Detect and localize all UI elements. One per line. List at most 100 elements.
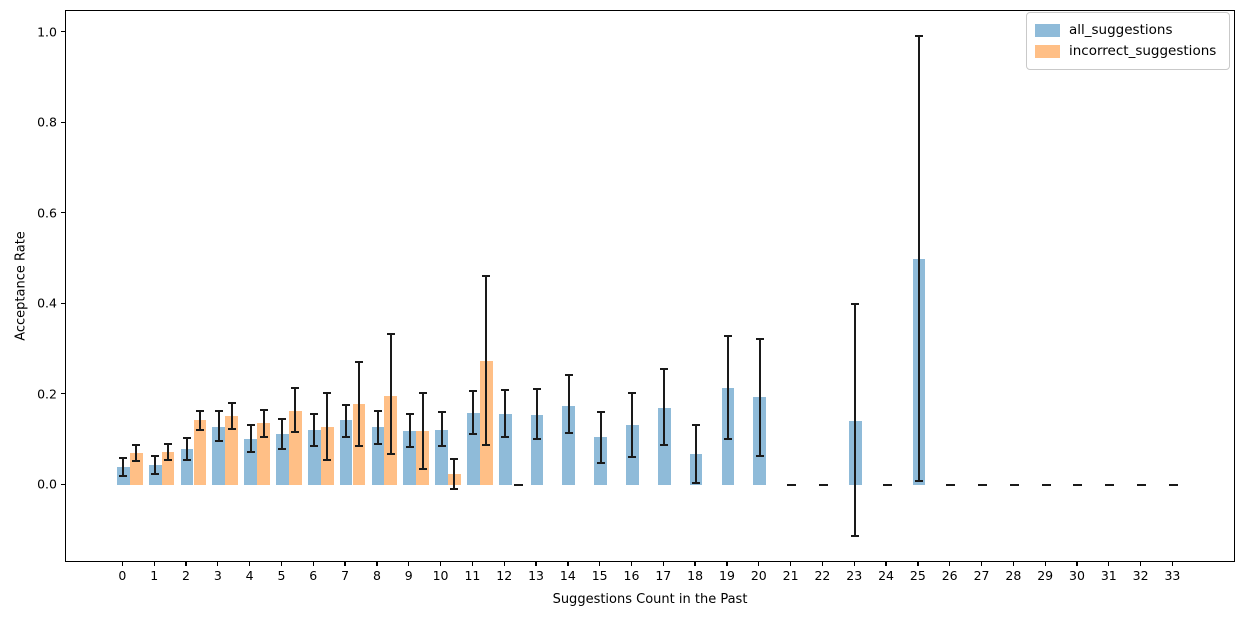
- x-tick-1: [153, 562, 155, 566]
- errorbar-cap-bottom-incorrect_suggestions-1: [164, 459, 173, 462]
- zero-dash-all_suggestions-22: [818, 483, 828, 487]
- errorbar-all_suggestions-17: [663, 369, 666, 446]
- errorbar-cap-bottom-all_suggestions-4: [246, 451, 255, 454]
- errorbar-cap-bottom-incorrect_suggestions-3: [227, 427, 236, 430]
- bar-all_suggestions-17: [657, 407, 671, 486]
- x-tick-14: [567, 562, 569, 566]
- x-tick-label-5: 5: [277, 568, 286, 583]
- x-tick-label-17: 17: [655, 568, 672, 583]
- y-tick-label-1: 0.2: [37, 386, 57, 402]
- bar-all_suggestions-9: [403, 431, 417, 486]
- errorbar-cap-bottom-all_suggestions-13: [533, 437, 542, 440]
- bar-incorrect_suggestions-4: [257, 422, 270, 486]
- x-tick-13: [535, 562, 537, 566]
- bar-all_suggestions-6: [307, 429, 321, 486]
- zero-dash-all_suggestions-30: [1073, 483, 1083, 487]
- x-tick-label-33: 33: [1164, 568, 1181, 583]
- errorbar-incorrect_suggestions-7: [358, 362, 360, 447]
- legend-item-incorrect-suggestions: incorrect_suggestions: [1035, 41, 1219, 62]
- x-tick-label-30: 30: [1069, 568, 1085, 583]
- errorbar-all_suggestions-15: [599, 412, 602, 463]
- y-tick-label-0: 0.0: [37, 476, 57, 492]
- errorbar-cap-top-all_suggestions-6: [310, 412, 319, 415]
- errorbar-incorrect_suggestions-0: [135, 445, 138, 462]
- errorbar-cap-top-incorrect_suggestions-5: [291, 387, 300, 390]
- zero-dash-all_suggestions-33: [1168, 483, 1178, 487]
- y-tick-label-3: 0.6: [37, 205, 57, 221]
- x-tick-label-8: 8: [372, 568, 381, 583]
- x-tick-label-16: 16: [623, 568, 640, 583]
- bar-all_suggestions-13: [530, 414, 544, 486]
- errorbar-cap-bottom-all_suggestions-6: [310, 445, 319, 448]
- x-tick-label-1: 1: [150, 568, 159, 583]
- errorbar-all_suggestions-8: [376, 410, 379, 445]
- errorbar-cap-top-all_suggestions-4: [246, 424, 255, 427]
- zero-dash-all_suggestions-24: [882, 483, 892, 487]
- bar-all_suggestions-14: [562, 405, 576, 486]
- errorbar-cap-top-all_suggestions-1: [151, 455, 160, 458]
- y-tick-3: [61, 212, 65, 214]
- x-tick-label-11: 11: [464, 568, 481, 583]
- errorbar-cap-bottom-incorrect_suggestions-10: [450, 487, 459, 490]
- errorbar-cap-bottom-all_suggestions-11: [469, 433, 478, 436]
- x-tick-label-15: 15: [591, 568, 608, 583]
- errorbar-cap-bottom-incorrect_suggestions-5: [291, 431, 300, 434]
- errorbar-cap-top-all_suggestions-13: [533, 388, 542, 391]
- errorbar-incorrect_suggestions-1: [167, 444, 170, 461]
- x-tick-label-24: 24: [878, 568, 894, 583]
- errorbar-incorrect_suggestions-11: [485, 276, 488, 446]
- errorbar-incorrect_suggestions-5: [294, 388, 297, 433]
- x-tick-11: [471, 562, 474, 566]
- errorbar-cap-top-all_suggestions-15: [596, 411, 605, 414]
- errorbar-cap-bottom-incorrect_suggestions-4: [259, 436, 268, 439]
- x-tick-26: [949, 562, 951, 566]
- errorbar-cap-top-all_suggestions-11: [469, 390, 478, 393]
- errorbar-all_suggestions-1: [154, 456, 157, 475]
- errorbar-cap-top-incorrect_suggestions-3: [227, 401, 236, 404]
- x-tick-2: [185, 562, 187, 566]
- errorbar-cap-top-all_suggestions-23: [851, 302, 860, 305]
- legend-label-incorrect-suggestions: incorrect_suggestions: [1069, 43, 1217, 59]
- x-tick-label-9: 9: [404, 568, 413, 583]
- zero-dash-all_suggestions-21: [787, 483, 797, 487]
- x-tick-8: [376, 562, 378, 566]
- x-tick-label-0: 0: [118, 568, 127, 583]
- legend: all_suggestions incorrect_suggestions: [1026, 12, 1230, 70]
- bar-all_suggestions-4: [244, 439, 257, 486]
- errorbar-incorrect_suggestions-9: [421, 392, 424, 470]
- x-tick-5: [280, 562, 283, 566]
- x-tick-15: [599, 562, 601, 566]
- errorbar-cap-bottom-all_suggestions-18: [692, 481, 701, 484]
- x-tick-27: [980, 562, 983, 566]
- errorbar-all_suggestions-18: [695, 424, 698, 483]
- errorbar-cap-bottom-all_suggestions-14: [564, 431, 573, 434]
- x-tick-label-31: 31: [1100, 568, 1117, 583]
- x-tick-label-18: 18: [687, 568, 704, 583]
- y-tick-5: [61, 31, 65, 33]
- errorbar-cap-top-all_suggestions-20: [755, 338, 764, 341]
- errorbar-cap-bottom-all_suggestions-2: [183, 459, 191, 462]
- errorbar-cap-top-all_suggestions-19: [723, 335, 732, 338]
- plot-area: [65, 10, 1235, 562]
- x-tick-label-7: 7: [341, 568, 350, 583]
- errorbar-incorrect_suggestions-4: [262, 409, 265, 438]
- x-tick-22: [821, 562, 824, 566]
- x-tick-label-27: 27: [973, 568, 990, 583]
- errorbar-incorrect_suggestions-3: [230, 402, 233, 429]
- errorbar-cap-bottom-all_suggestions-0: [119, 474, 128, 477]
- errorbar-cap-top-incorrect_suggestions-1: [164, 443, 173, 446]
- y-axis-title: Acceptance Rate: [13, 231, 29, 341]
- zero-dash-all_suggestions-29: [1041, 483, 1051, 487]
- bar-all_suggestions-10: [435, 429, 448, 486]
- bar-all_suggestions-2: [180, 449, 194, 486]
- errorbar-cap-bottom-all_suggestions-23: [851, 535, 860, 538]
- errorbar-cap-top-incorrect_suggestions-4: [259, 408, 268, 411]
- x-tick-label-10: 10: [432, 568, 449, 583]
- y-tick-label-2: 0.4: [37, 295, 57, 311]
- errorbar-cap-bottom-all_suggestions-3: [214, 440, 223, 443]
- errorbar-cap-top-all_suggestions-25: [914, 35, 923, 38]
- errorbar-cap-bottom-incorrect_suggestions-7: [355, 445, 363, 448]
- x-tick-0: [121, 562, 124, 566]
- errorbar-cap-top-all_suggestions-12: [501, 388, 510, 391]
- x-tick-label-13: 13: [528, 568, 544, 583]
